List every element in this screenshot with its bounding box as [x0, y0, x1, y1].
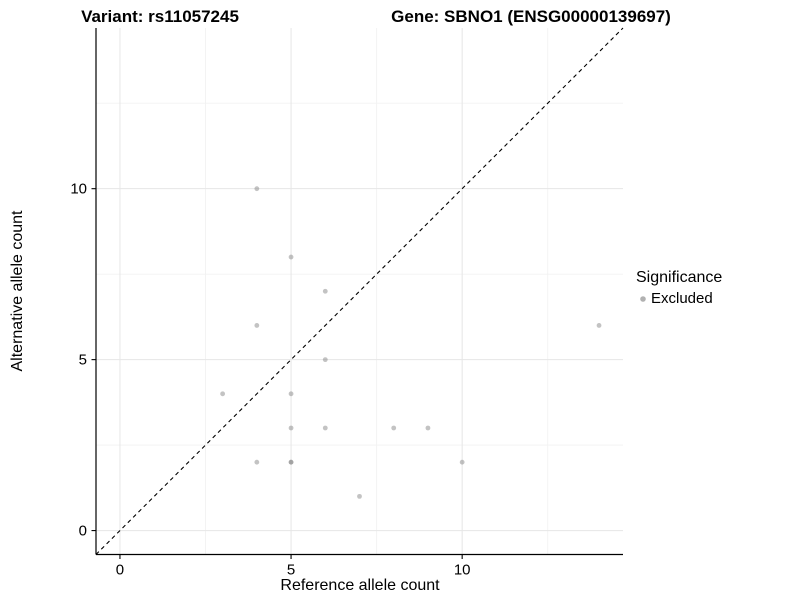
data-point [288, 391, 294, 397]
x-axis-title: Reference allele count [280, 577, 440, 594]
legend-item-excluded: Excluded [636, 290, 722, 307]
legend-marker-icon [636, 292, 650, 306]
legend-title: Significance [636, 269, 723, 286]
plot-title-variant: Variant: rs11057245 [81, 7, 239, 26]
data-point [425, 425, 431, 431]
data-point [322, 425, 328, 431]
data-point [459, 459, 465, 465]
data-point [254, 459, 260, 465]
legend: Significance Excluded [636, 269, 722, 307]
data-point [596, 323, 602, 328]
data-point [288, 459, 294, 465]
legend-item-label: Excluded [651, 290, 713, 307]
identity-reference-line [95, 27, 624, 555]
y-tick-label: 5 [79, 352, 87, 369]
data-point [220, 391, 226, 397]
y-tick-label: 0 [79, 523, 87, 540]
data-point [322, 357, 328, 363]
data-point [322, 288, 328, 294]
plot-title-gene: Gene: SBNO1 (ENSG00000139697) [391, 7, 671, 26]
y-axis-title: Alternative allele count [9, 210, 26, 372]
data-point [254, 323, 260, 328]
x-tick-label: 5 [287, 562, 295, 579]
data-point [391, 425, 397, 431]
data-point [288, 425, 294, 431]
data-point [357, 493, 362, 499]
data-point [254, 186, 260, 192]
y-tick-label: 10 [70, 181, 87, 198]
x-tick-label: 0 [116, 562, 124, 579]
data-point [288, 254, 294, 260]
x-tick-label: 10 [454, 562, 471, 579]
